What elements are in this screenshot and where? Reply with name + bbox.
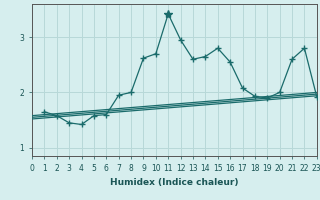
X-axis label: Humidex (Indice chaleur): Humidex (Indice chaleur) bbox=[110, 178, 239, 187]
